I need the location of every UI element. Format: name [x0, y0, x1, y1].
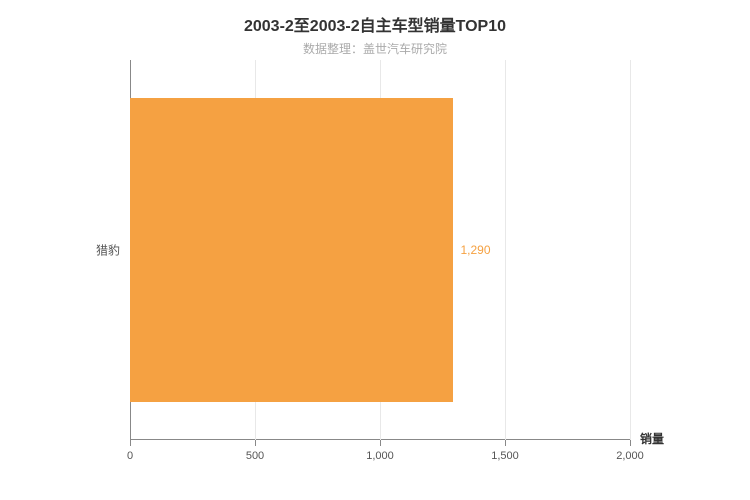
x-tick-label: 500: [246, 450, 264, 462]
chart-subtitle: 数据整理：盖世汽车研究院: [0, 36, 750, 57]
bar-value-label: 1,290: [461, 243, 491, 257]
x-tick-mark: [380, 440, 381, 446]
x-tick-mark: [505, 440, 506, 446]
x-tick-label: 2,000: [616, 450, 644, 462]
x-tick-label: 1,000: [366, 450, 394, 462]
x-tick-mark: [130, 440, 131, 446]
x-tick-label: 1,500: [491, 450, 519, 462]
x-tick-mark: [630, 440, 631, 446]
bar: [130, 98, 453, 402]
gridline: [505, 60, 506, 440]
gridline: [630, 60, 631, 440]
y-category-label: 猎豹: [96, 242, 120, 259]
x-tick-mark: [255, 440, 256, 446]
x-tick-label: 0: [127, 450, 133, 462]
x-axis-title: 销量: [640, 430, 664, 447]
plot-area: 05001,0001,5002,000猎豹1,290: [130, 60, 630, 440]
chart-title: 2003-2至2003-2自主车型销量TOP10: [0, 0, 750, 36]
